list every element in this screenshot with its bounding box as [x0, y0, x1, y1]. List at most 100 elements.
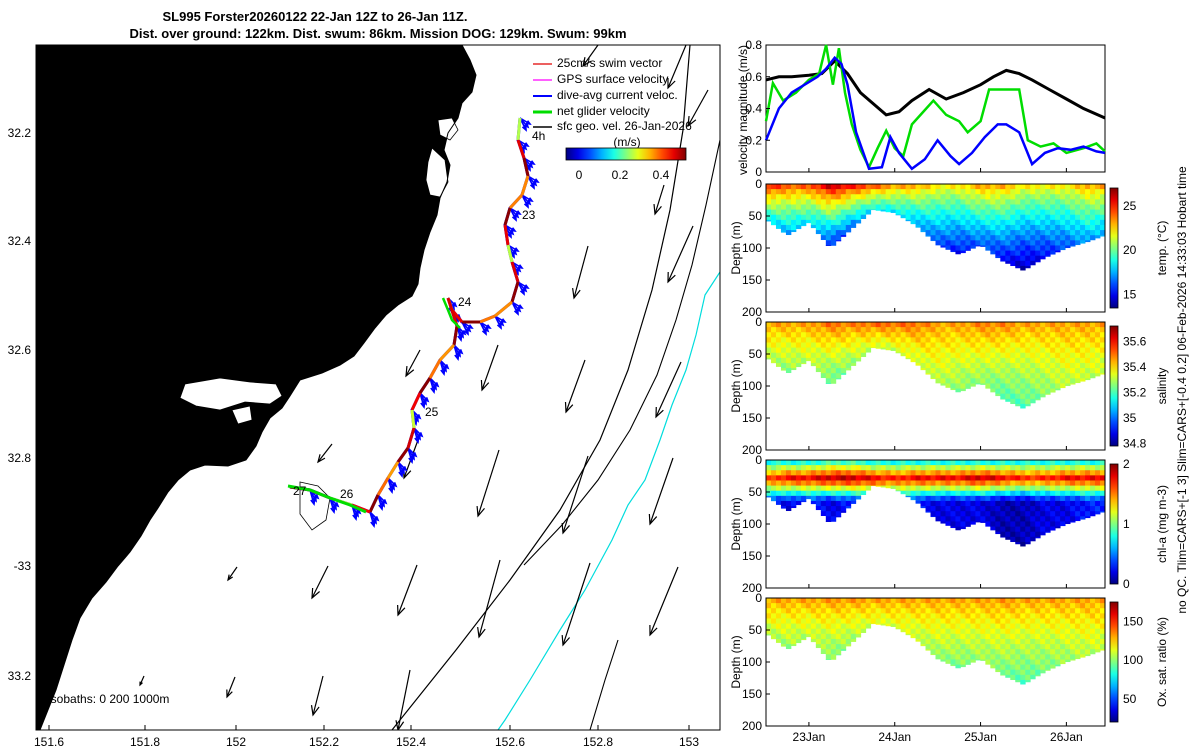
section-cell [820, 608, 827, 614]
section-cell [1080, 230, 1086, 236]
section-cell [990, 240, 996, 246]
section-cell [1045, 209, 1051, 216]
section-cell [1020, 194, 1026, 200]
section-cell [770, 603, 777, 609]
section-cell [945, 465, 951, 471]
section-cell [945, 209, 951, 216]
section-cell [1015, 500, 1021, 507]
section-cell [810, 480, 817, 486]
section-cell [1005, 649, 1011, 655]
section-cell [975, 352, 981, 359]
section-cell [1100, 470, 1106, 476]
section-cell [910, 219, 916, 225]
section-cell [1080, 332, 1086, 338]
section-cell [955, 465, 961, 471]
section-cell [1055, 219, 1061, 226]
section-cell [955, 240, 961, 246]
section-cell [1095, 373, 1101, 377]
section-cell [885, 332, 892, 338]
section-cell [920, 322, 926, 328]
section-cell [920, 357, 926, 364]
section-cell [1060, 204, 1066, 210]
section-cell [1095, 644, 1101, 650]
section-cell [995, 322, 1001, 328]
section-cell [1005, 184, 1011, 190]
section-cell [885, 199, 892, 205]
section-cell [895, 470, 902, 476]
section-cell [1010, 521, 1016, 527]
section-cell [1050, 368, 1056, 374]
section-cell [925, 500, 931, 507]
section-cell [1085, 613, 1091, 619]
section-cell [766, 485, 772, 492]
section-cell [780, 500, 787, 507]
section-cell [840, 230, 847, 236]
section-cell [825, 628, 832, 635]
section-cell [1025, 541, 1031, 545]
section-cell [895, 613, 902, 619]
section-cell [1015, 199, 1021, 205]
section-cell [1070, 184, 1076, 190]
section-cell [835, 189, 842, 195]
section-cell [970, 209, 976, 216]
section-cell [845, 623, 852, 630]
section-cell [1030, 613, 1036, 619]
section-cell [920, 332, 926, 338]
section-cell [1095, 638, 1101, 645]
section-cell [955, 388, 961, 393]
section-cell [955, 342, 961, 348]
section-cell [965, 224, 971, 231]
section-cell [1085, 235, 1091, 241]
section-cell [1005, 214, 1011, 221]
section-cell [905, 204, 911, 210]
section-cell [960, 638, 966, 645]
section-cell [965, 240, 971, 246]
section-cell [1085, 332, 1091, 338]
section-cell [815, 194, 822, 200]
section-cell [875, 608, 882, 614]
section-cell [910, 613, 916, 619]
section-cell [1025, 664, 1031, 671]
section-cell [1075, 490, 1081, 497]
section-cell [955, 327, 961, 333]
section-cell [875, 347, 882, 349]
section-cell [1045, 649, 1051, 655]
section-cell [830, 352, 837, 359]
section-cell [960, 214, 966, 221]
section-cell [950, 633, 956, 640]
section-cell [830, 347, 837, 354]
section-cell [1010, 480, 1016, 486]
section-cell [770, 460, 777, 466]
section-cell [925, 644, 931, 650]
section-cell [950, 480, 956, 486]
section-cell [815, 327, 822, 333]
section-cell [785, 603, 792, 609]
section-cell [930, 214, 936, 221]
section-cell [780, 495, 787, 502]
section-cell [955, 628, 961, 635]
section-cell [1080, 644, 1086, 650]
section-cell [995, 465, 1001, 471]
section-cell [780, 618, 787, 624]
section-cell [850, 618, 857, 624]
section-cell [865, 347, 872, 353]
section-cell [860, 480, 867, 486]
section-cell [935, 357, 941, 364]
section-cell [950, 516, 956, 522]
section-cell [950, 470, 956, 476]
section-cell [1070, 506, 1076, 512]
section-cell [1040, 235, 1046, 241]
section-cell [1015, 265, 1021, 269]
section-cell [1075, 214, 1081, 221]
map-cbar-tick-1: 0.2 [612, 168, 629, 182]
section-cell [800, 352, 807, 359]
section-cell [845, 194, 852, 200]
section-cell [975, 475, 981, 481]
section-cell [1020, 378, 1026, 384]
section-cell [1020, 521, 1026, 527]
section-cell [795, 327, 802, 333]
geo-velocity-arrow-head [648, 513, 658, 526]
section-cell [1095, 342, 1101, 348]
section-cell [940, 633, 946, 640]
